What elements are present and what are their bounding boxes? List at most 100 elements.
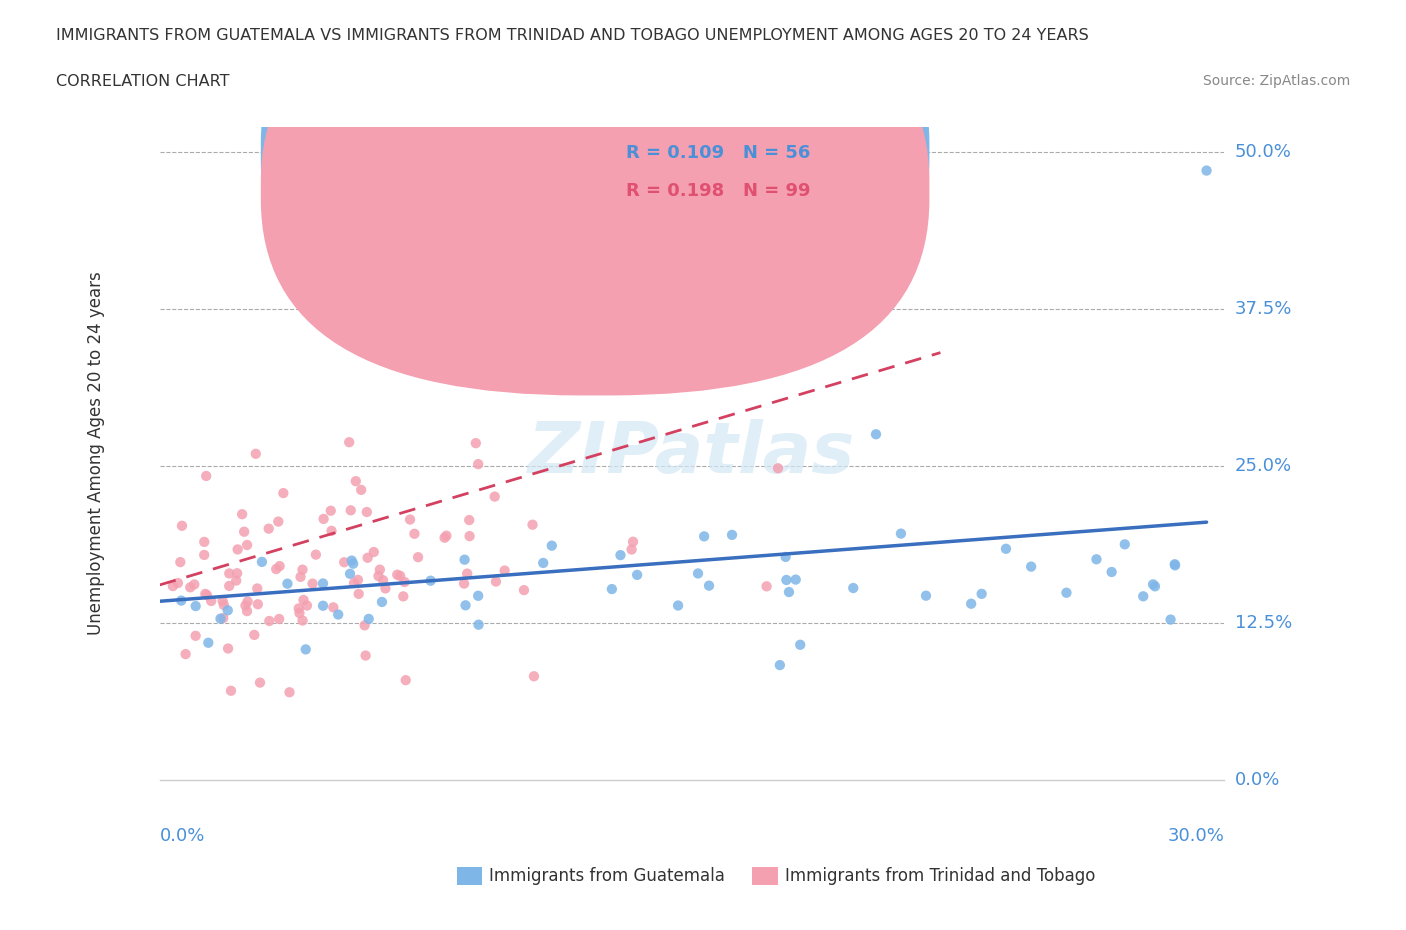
Point [540,538,562,553]
Point [217,641,239,656]
Point [371,573,394,588]
Point [179,580,201,595]
Text: 0.0%: 0.0% [1234,771,1281,789]
Point [1143,578,1166,593]
Point [218,566,240,581]
Point [350,483,373,498]
Point [494,564,516,578]
Point [170,593,193,608]
Point [217,603,239,618]
Point [333,555,356,570]
Point [193,535,215,550]
Point [233,525,256,539]
Point [231,507,253,522]
Point [970,587,993,602]
Point [344,473,367,488]
Point [226,542,249,557]
Point [264,562,287,577]
Point [287,601,309,616]
Point [531,555,554,570]
Point [865,427,887,442]
Point [342,556,364,571]
Point [193,548,215,563]
Point [620,542,643,557]
Point [609,548,631,563]
Point [197,635,219,650]
Point [419,573,441,588]
Point [200,593,222,608]
Text: 12.5%: 12.5% [1234,614,1292,631]
Point [697,578,720,593]
Point [339,566,361,581]
Point [354,648,377,663]
Point [766,461,789,476]
Point [291,563,314,578]
Text: IMMIGRANTS FROM GUATEMALA VS IMMIGRANTS FROM TRINIDAD AND TOBAGO UNEMPLOYMENT AM: IMMIGRANTS FROM GUATEMALA VS IMMIGRANTS … [56,28,1090,43]
Point [453,552,475,567]
Point [1160,612,1182,627]
Point [212,598,235,613]
Point [467,457,489,472]
Point [387,567,409,582]
Point [371,594,394,609]
Point [249,675,271,690]
Point [340,553,363,568]
Point [368,563,391,578]
Text: Unemployment Among Ages 20 to 24 years: Unemployment Among Ages 20 to 24 years [87,272,105,635]
Point [389,568,412,583]
Point [456,566,478,581]
Text: 50.0%: 50.0% [1234,142,1292,161]
Point [259,614,281,629]
Point [195,469,218,484]
Point [295,598,318,613]
Point [395,672,418,687]
Point [433,530,456,545]
Point [321,524,343,538]
Bar [752,867,778,885]
Point [436,528,458,543]
Text: CORRELATION CHART: CORRELATION CHART [56,74,229,89]
Point [394,575,416,590]
Point [328,607,350,622]
Point [1195,163,1218,178]
Point [1085,551,1108,566]
Point [288,605,311,620]
Point [789,637,811,652]
Point [225,573,247,588]
Point [778,585,800,600]
Point [267,514,290,529]
Point [353,618,375,632]
Point [769,658,792,672]
Point [250,554,273,569]
Point [269,559,291,574]
Point [522,517,544,532]
Point [169,554,191,569]
Point [211,593,233,608]
Point [356,551,378,565]
Text: 30.0%: 30.0% [1167,828,1225,845]
Point [235,598,257,613]
Point [236,538,259,552]
Text: Immigrants from Guatemala: Immigrants from Guatemala [489,867,725,885]
Point [339,503,361,518]
Point [347,587,370,602]
Point [513,583,536,598]
Point [960,596,983,611]
Point [291,613,314,628]
Point [170,518,193,533]
Point [1019,559,1042,574]
Text: Immigrants from Trinidad and Tobago: Immigrants from Trinidad and Tobago [785,867,1095,885]
Point [399,512,422,527]
Point [184,599,207,614]
Point [406,550,429,565]
Point [290,569,312,584]
FancyBboxPatch shape [554,120,873,215]
Point [467,618,489,632]
Point [785,572,807,587]
Point [600,581,623,596]
Point [404,526,426,541]
Point [301,577,323,591]
Point [721,527,744,542]
Point [392,589,415,604]
Point [842,580,865,595]
